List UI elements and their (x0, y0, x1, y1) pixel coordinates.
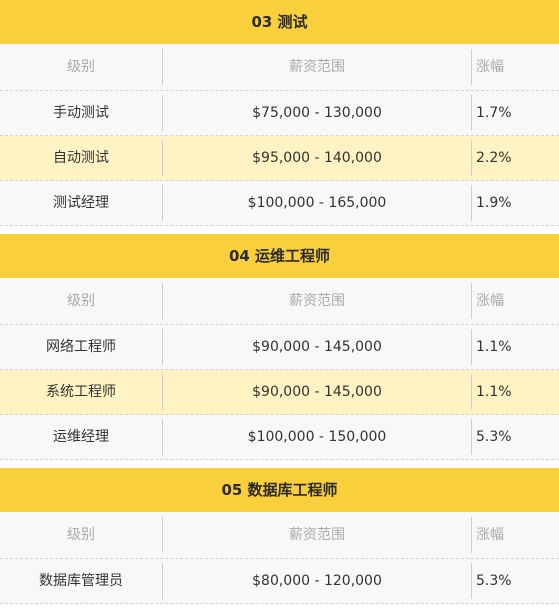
growth-cell: 1.1% (476, 384, 512, 400)
table-header-row: 级别 薪资范围 涨幅 (0, 512, 559, 559)
header-salary: 薪资范围 (163, 49, 472, 85)
salary-cell: $90,000 - 145,000 (163, 374, 472, 410)
section-ops: 04 运维工程师 级别 薪资范围 涨幅 网络工程师 $90,000 - 145,… (0, 234, 559, 460)
header-level: 级别 (0, 283, 163, 319)
level-cell: 运维经理 (0, 419, 163, 455)
salary-cell: $95,000 - 140,000 (163, 140, 472, 176)
section-gap (0, 226, 559, 234)
header-level: 级别 (0, 517, 163, 553)
section-testing: 03 测试 级别 薪资范围 涨幅 手动测试 $75,000 - 130,000 … (0, 0, 559, 226)
header-growth: 涨幅 (476, 59, 504, 75)
header-salary: 薪资范围 (163, 517, 472, 553)
header-growth: 涨幅 (476, 527, 504, 543)
section-database: 05 数据库工程师 级别 薪资范围 涨幅 数据库管理员 $80,000 - 12… (0, 468, 559, 604)
salary-cell: $75,000 - 130,000 (163, 95, 472, 131)
table-row: 测试经理 $100,000 - 165,000 1.9% (0, 181, 559, 226)
level-cell: 测试经理 (0, 185, 163, 221)
growth-cell: 1.9% (476, 195, 512, 211)
salary-cell: $100,000 - 150,000 (163, 419, 472, 455)
section-title: 04 运维工程师 (0, 234, 559, 278)
table-header-row: 级别 薪资范围 涨幅 (0, 278, 559, 325)
growth-cell: 5.3% (476, 573, 512, 589)
growth-cell: 1.1% (476, 339, 512, 355)
section-gap (0, 460, 559, 468)
header-level: 级别 (0, 49, 163, 85)
level-cell: 系统工程师 (0, 374, 163, 410)
table-header-row: 级别 薪资范围 涨幅 (0, 44, 559, 91)
level-cell: 自动测试 (0, 140, 163, 176)
section-title: 05 数据库工程师 (0, 468, 559, 512)
level-cell: 网络工程师 (0, 329, 163, 365)
table-row: 手动测试 $75,000 - 130,000 1.7% (0, 91, 559, 136)
table-row: 系统工程师 $90,000 - 145,000 1.1% (0, 370, 559, 415)
growth-cell: 1.7% (476, 105, 512, 121)
salary-cell: $80,000 - 120,000 (163, 563, 472, 599)
header-growth: 涨幅 (476, 293, 504, 309)
table-row: 数据库管理员 $80,000 - 120,000 5.3% (0, 559, 559, 604)
level-cell: 数据库管理员 (0, 563, 163, 599)
level-cell: 手动测试 (0, 95, 163, 131)
growth-cell: 2.2% (476, 150, 512, 166)
table-row: 网络工程师 $90,000 - 145,000 1.1% (0, 325, 559, 370)
section-title: 03 测试 (0, 0, 559, 44)
table-row: 自动测试 $95,000 - 140,000 2.2% (0, 136, 559, 181)
salary-cell: $100,000 - 165,000 (163, 185, 472, 221)
salary-cell: $90,000 - 145,000 (163, 329, 472, 365)
header-salary: 薪资范围 (163, 283, 472, 319)
growth-cell: 5.3% (476, 429, 512, 445)
table-row: 运维经理 $100,000 - 150,000 5.3% (0, 415, 559, 460)
